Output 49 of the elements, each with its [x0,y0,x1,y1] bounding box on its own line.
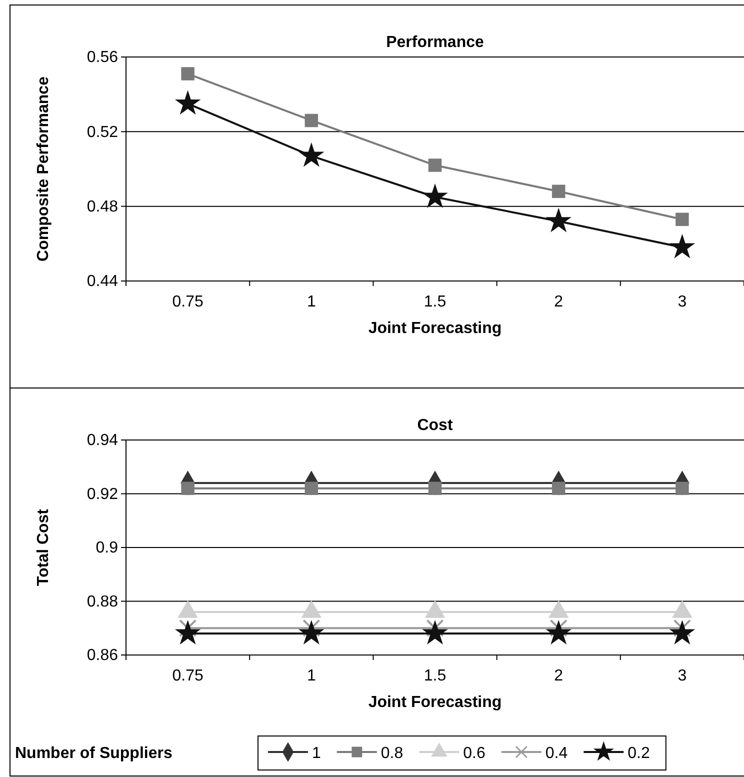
y-axis-title: Composite Performance [35,76,52,262]
point [423,184,447,208]
x-tick-label: 1 [306,667,316,684]
legend-label: 0.4 [545,745,568,762]
y-axis-title: Total Cost [35,508,52,586]
x-tick-label: 0.75 [172,667,204,684]
y-tick-label: 0.9 [96,540,118,557]
x-tick-label: 3 [678,293,687,310]
point [546,621,570,644]
point [428,482,442,495]
point [176,621,200,644]
point [300,621,324,644]
legend-label: 0.8 [380,745,404,762]
point [676,212,689,226]
legend-title: Number of Suppliers [15,745,172,762]
y-tick-label: 0.52 [86,124,118,141]
y-tick-label: 0.44 [86,273,118,290]
x-tick-label: 1 [306,293,316,310]
y-tick-label: 0.86 [86,647,118,664]
point [304,482,318,495]
x-tick-label: 0.75 [172,293,204,310]
point [300,143,324,166]
point [181,67,194,80]
legend-label: 0.6 [463,745,486,762]
y-tick-label: 0.92 [86,486,118,503]
point [670,234,694,258]
point [552,184,566,198]
chart-title: Cost [417,417,454,434]
y-tick-label: 0.56 [86,49,118,66]
point [552,482,566,495]
point [423,621,447,644]
legend-label: 0.2 [628,745,650,762]
x-tick-label: 2 [554,667,564,684]
x-tick-label: 1.5 [424,667,446,684]
point [176,91,200,114]
y-tick-label: 0.94 [86,432,118,450]
point [670,621,694,644]
x-tick-label: 3 [678,667,687,684]
x-axis-title: Joint Forecasting [368,694,502,711]
point [546,208,570,232]
chart-title: Performance [386,34,484,51]
point [304,114,318,128]
point [428,158,442,172]
y-tick-label: 0.48 [86,198,118,216]
x-axis-title: Joint Forecasting [368,320,502,337]
x-tick-label: 1.5 [424,293,446,310]
x-tick-label: 2 [554,293,564,310]
legend-label: 1 [312,745,321,762]
y-tick-label: 0.88 [86,593,118,610]
